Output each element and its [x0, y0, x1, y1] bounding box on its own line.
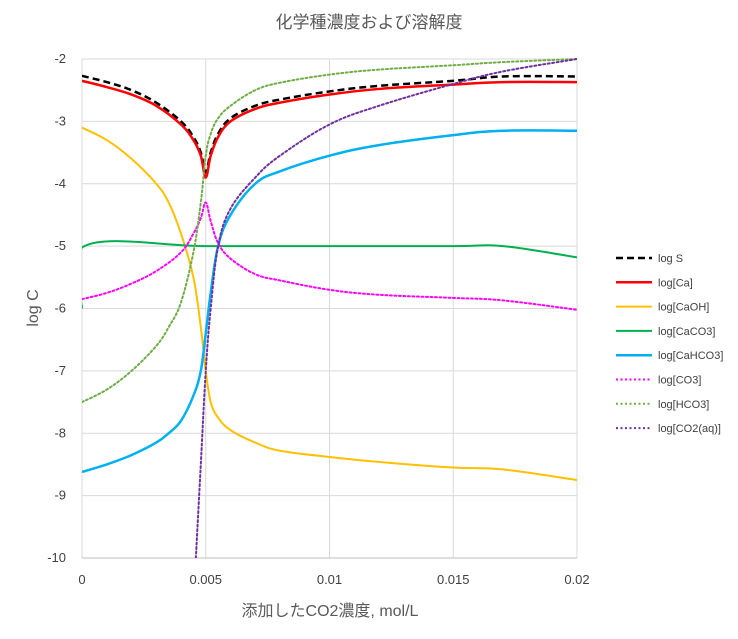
- series-line-log-s: [82, 74, 577, 174]
- legend-label: log[CaHCO3]: [658, 350, 723, 362]
- series-line-log-co2-aq: [194, 58, 577, 558]
- x-tick-label: 0.02: [564, 572, 589, 587]
- y-tick-label: -3: [54, 113, 66, 128]
- x-tick-label: 0.01: [317, 572, 342, 587]
- y-tick-label: -7: [54, 363, 66, 378]
- legend-label: log[CO3]: [658, 375, 701, 387]
- x-tick-label: 0.005: [189, 572, 222, 587]
- y-tick-label: -4: [54, 176, 66, 191]
- legend-label: log S: [658, 253, 683, 265]
- x-axis-label: 添加したCO2濃度, mol/L: [242, 602, 419, 620]
- x-tick-label: 0.015: [437, 572, 470, 587]
- legend-label: log[CO2(aq)]: [658, 423, 721, 435]
- legend: log S log[Ca] log[CaOH] log[CaCO3] log[CaHCO…: [616, 253, 723, 435]
- series-line-log-cahco3: [82, 129, 577, 474]
- grid: [81, 58, 578, 559]
- y-tick-label: -5: [54, 238, 66, 253]
- series-line-log-caoh: [82, 126, 577, 482]
- chart-title: 化学種濃度および溶解度: [276, 13, 463, 32]
- legend-label: log[CaOH]: [658, 302, 709, 314]
- legend-label: log[Ca]: [658, 277, 693, 289]
- y-tick-label: -9: [54, 488, 66, 503]
- series-line-log-caco3: [82, 240, 577, 309]
- y-axis-label: log C: [25, 289, 42, 326]
- series-layer: [82, 58, 577, 558]
- legend-label: log[HCO3]: [658, 399, 709, 411]
- legend-label: log[CaCO3]: [658, 326, 715, 338]
- y-tick-label: -10: [47, 550, 66, 565]
- axes: -2 -3 -4 -5 -6 -7 -8 -9 -10 0 0.005 0.01 0.015 0.02: [47, 51, 589, 587]
- x-tick-label: 0: [78, 572, 85, 587]
- y-tick-label: -2: [54, 51, 66, 66]
- series-line-log-co3: [82, 201, 577, 311]
- series-line-log-hco3: [82, 58, 577, 404]
- series-line-log-ca: [82, 79, 577, 179]
- series-group: [82, 58, 577, 558]
- y-tick-label: -6: [54, 301, 66, 316]
- y-tick-label: -8: [54, 425, 66, 440]
